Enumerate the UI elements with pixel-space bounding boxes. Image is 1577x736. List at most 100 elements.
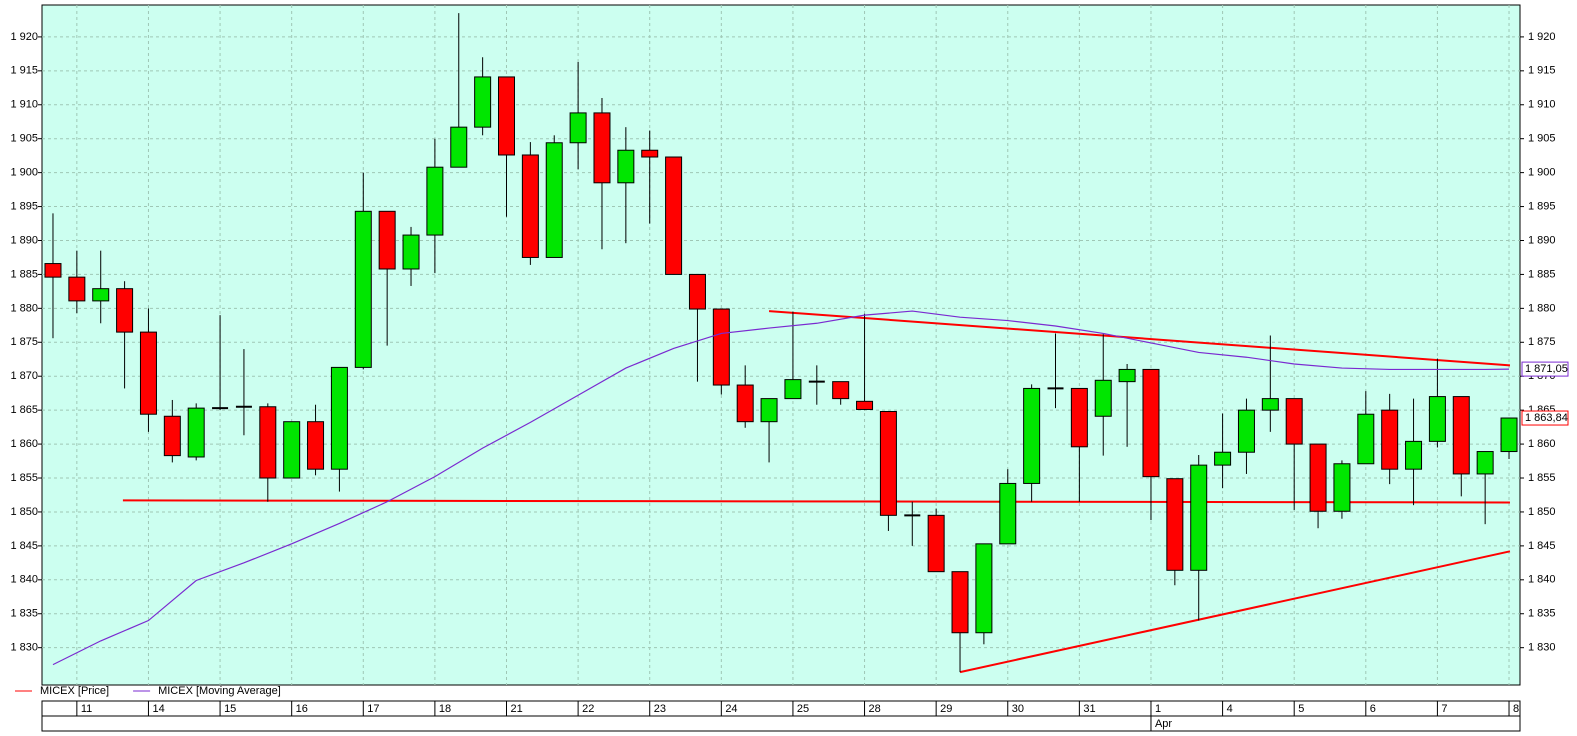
line-series <box>52 310 1510 666</box>
x-tick-label: 30 <box>1012 703 1024 715</box>
candle-body <box>569 112 587 144</box>
x-tick-label: 28 <box>869 703 881 715</box>
y-tick-label: 1 855 <box>10 472 38 484</box>
y-tick-label: 1 920 <box>1528 31 1556 43</box>
y-tick-label: 1 890 <box>10 234 38 246</box>
y-tick-label: 1 860 <box>10 438 38 450</box>
candle-body <box>354 210 372 368</box>
value-label: 1 871,05 <box>1525 363 1568 375</box>
x-tick-label: 21 <box>511 703 523 715</box>
candle-body <box>1023 387 1041 484</box>
x-tick-label: 17 <box>367 703 379 715</box>
candle-body <box>760 398 778 423</box>
y-tick-label: 1 880 <box>1528 302 1556 314</box>
candle-body <box>1094 379 1112 417</box>
y-tick-label: 1 850 <box>1528 506 1556 518</box>
candle-body <box>712 308 730 386</box>
y-tick-label: 1 830 <box>1528 642 1556 654</box>
x-tick-label: 16 <box>296 703 308 715</box>
x-tick-label: 14 <box>152 703 164 715</box>
candle-body <box>521 154 539 258</box>
candle-body <box>1452 396 1470 475</box>
candle-body <box>593 112 611 184</box>
candle-body <box>641 149 659 158</box>
y-tick-label: 1 905 <box>10 133 38 145</box>
y-tick-label: 1 900 <box>1528 167 1556 179</box>
x-tick-label: 1 <box>1155 703 1161 715</box>
candle-body <box>999 482 1017 545</box>
y-tick-label: 1 875 <box>10 336 38 348</box>
candle-body <box>450 126 468 168</box>
candle-body <box>68 276 86 302</box>
y-tick-label: 1 830 <box>10 642 38 654</box>
candle-body <box>665 156 683 275</box>
x-tick-label: 23 <box>654 703 666 715</box>
y-tick-label: 1 875 <box>1528 336 1556 348</box>
y-tick-label: 1 850 <box>10 506 38 518</box>
x-tick-label: 8 <box>1513 703 1519 715</box>
y-tick-label: 1 885 <box>1528 268 1556 280</box>
x-tick-label: 5 <box>1298 703 1304 715</box>
candle-body <box>474 76 492 128</box>
candle-body <box>784 379 802 400</box>
candle-body <box>545 142 563 258</box>
y-tick-label: 1 885 <box>10 268 38 280</box>
x-tick-label: 4 <box>1227 703 1233 715</box>
candle-body <box>1214 451 1232 466</box>
legend-label: MICEX [Moving Average] <box>158 685 281 697</box>
candle-body <box>856 400 874 410</box>
y-tick-label: 1 870 <box>10 370 38 382</box>
y-tick-label: 1 845 <box>10 540 38 552</box>
y-tick-label: 1 890 <box>1528 234 1556 246</box>
y-tick-label: 1 915 <box>10 65 38 77</box>
y-tick-label: 1 905 <box>1528 133 1556 145</box>
candle-body <box>1357 413 1375 465</box>
value-box <box>1521 361 1569 377</box>
candle-body <box>927 514 945 573</box>
candle-body <box>951 571 969 634</box>
y-tick-label: 1 840 <box>1528 574 1556 586</box>
candle-body <box>307 421 325 470</box>
legend-label: MICEX [Price] <box>40 685 109 697</box>
candle-body <box>259 406 277 479</box>
month-tick-label: Apr <box>1155 718 1172 730</box>
x-tick-label: 24 <box>725 703 737 715</box>
y-tick-label: 1 920 <box>10 31 38 43</box>
x-tick-label: 22 <box>582 703 594 715</box>
candle-body <box>402 234 420 270</box>
candle-body <box>1237 409 1255 453</box>
x-tick-label: 11 <box>81 703 92 715</box>
y-tick-label: 1 855 <box>1528 472 1556 484</box>
y-tick-label: 1 880 <box>10 302 38 314</box>
y-tick-label: 1 895 <box>10 200 38 212</box>
candle-body <box>116 288 134 333</box>
candle-body <box>92 288 110 302</box>
candle-body <box>1285 398 1303 445</box>
candle-body <box>736 384 754 423</box>
trendline <box>768 310 1511 367</box>
candle-body <box>378 210 396 270</box>
y-tick-label: 1 900 <box>10 167 38 179</box>
candle-body <box>44 263 62 278</box>
candle-body <box>1118 368 1136 383</box>
candle-body <box>975 543 993 634</box>
candle-body <box>1261 398 1279 411</box>
y-tick-label: 1 835 <box>1528 608 1556 620</box>
y-tick-label: 1 860 <box>1528 438 1556 450</box>
y-tick-label: 1 910 <box>1528 99 1556 111</box>
plot-area <box>41 4 1521 686</box>
candle-body <box>163 415 181 457</box>
x-tick-label: 15 <box>224 703 236 715</box>
x-tick-label: 7 <box>1441 703 1447 715</box>
x-tick-label: 29 <box>940 703 952 715</box>
candle-body <box>187 407 205 458</box>
candle-body <box>139 331 157 415</box>
x-tick-label: 18 <box>439 703 451 715</box>
candle-body <box>1476 451 1494 475</box>
candle-body <box>1190 464 1208 571</box>
candle-body <box>1333 463 1351 512</box>
candle-body <box>879 411 897 516</box>
y-tick-label: 1 915 <box>1528 65 1556 77</box>
